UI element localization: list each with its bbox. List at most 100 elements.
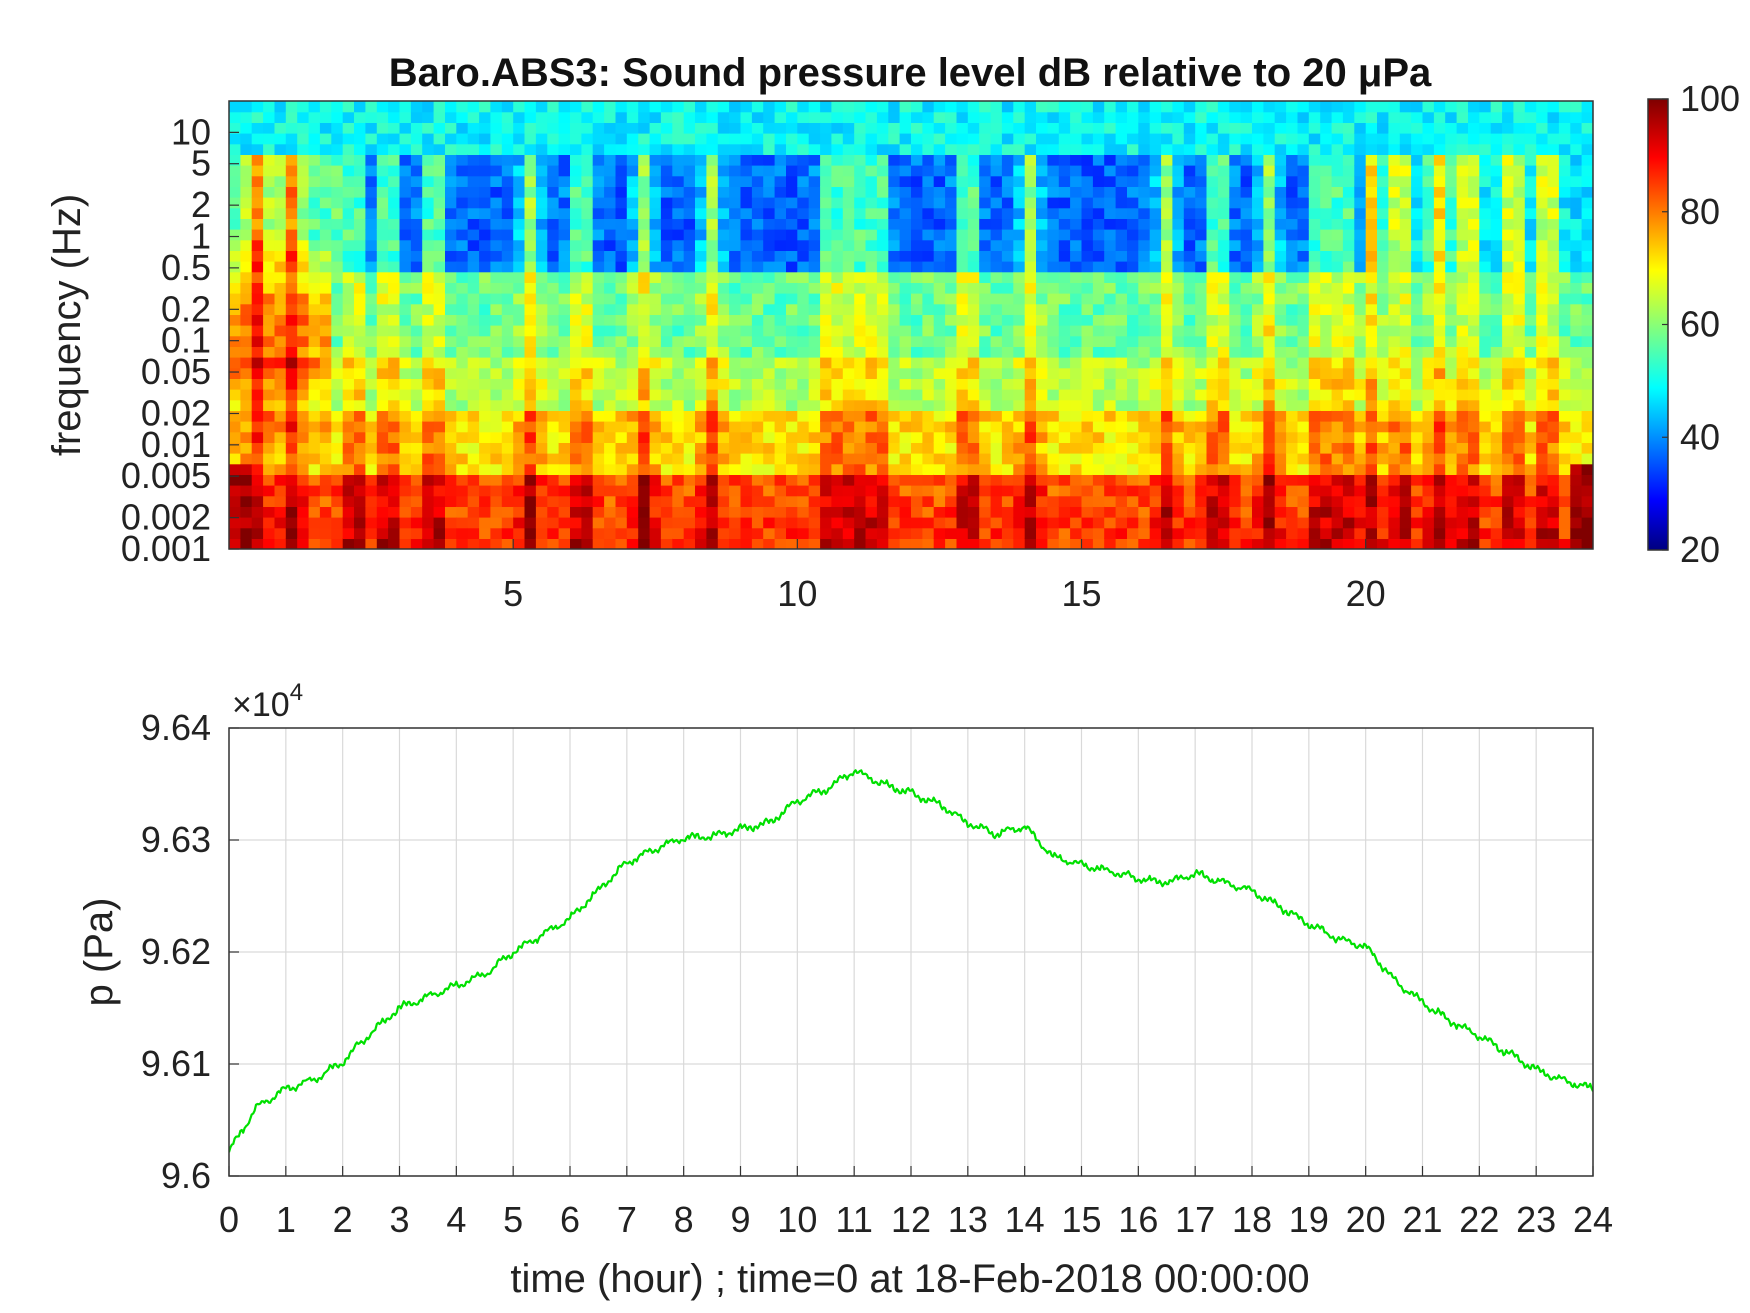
heatmap-cell [1297, 346, 1310, 358]
heatmap-cell [695, 431, 707, 443]
heatmap-cell [501, 218, 514, 230]
heatmap-cell [1047, 367, 1060, 379]
heatmap-cell [308, 250, 321, 262]
heatmap-cell [263, 303, 276, 315]
heatmap-cell [308, 303, 321, 315]
heatmap-cell [365, 218, 378, 230]
heatmap-cell [683, 335, 696, 347]
heatmap-cell [1138, 314, 1151, 326]
heatmap-cell [1149, 410, 1162, 422]
heatmap-cell [501, 485, 514, 497]
heatmap-cell [274, 218, 287, 230]
heatmap-cell [285, 357, 298, 369]
heatmap-cell [570, 175, 582, 187]
heatmap-cell [763, 442, 776, 454]
heatmap-cell [1479, 431, 1492, 443]
heatmap-cell [626, 538, 639, 549]
heatmap-cell [1331, 261, 1344, 273]
heatmap-cell [285, 101, 298, 113]
heatmap-cell [1058, 431, 1071, 443]
heatmap-cell [274, 282, 287, 294]
heatmap-cell [1342, 399, 1355, 411]
heatmap-cell [1422, 101, 1435, 113]
heatmap-cell [1388, 133, 1401, 145]
heatmap-cell [456, 335, 469, 347]
heatmap-cell [388, 421, 401, 433]
heatmap-cell [1013, 303, 1026, 315]
heatmap-cell [1138, 367, 1151, 379]
heatmap-cell [1161, 207, 1174, 219]
heatmap-cell [740, 378, 753, 390]
heatmap-cell [922, 239, 935, 251]
heatmap-cell [1479, 133, 1492, 145]
heatmap-cell [1081, 239, 1094, 251]
heatmap-cell [285, 346, 298, 358]
heatmap-cell [808, 261, 821, 273]
heatmap-cell [967, 527, 980, 539]
heatmap-cell [513, 218, 526, 230]
heatmap-cell [581, 367, 594, 379]
heatmap-cell [1286, 463, 1299, 475]
heatmap-cell [456, 389, 469, 401]
heatmap-cell [1274, 133, 1287, 145]
heatmap-cell [1422, 165, 1435, 177]
heatmap-cell [1206, 325, 1219, 337]
heatmap-cell [570, 122, 582, 134]
heatmap-cell [547, 474, 560, 486]
heatmap-cell [331, 186, 344, 198]
heatmap-cell [751, 453, 764, 465]
heatmap-cell [820, 325, 833, 337]
heatmap-cell [1524, 282, 1537, 294]
heatmap-cell [1036, 175, 1048, 187]
heatmap-cell [638, 378, 651, 390]
heatmap-cell [1070, 442, 1083, 454]
heatmap-cell [797, 399, 810, 411]
heatmap-cell [876, 325, 889, 337]
heatmap-cell [1468, 143, 1480, 155]
heatmap-cell [1433, 239, 1446, 251]
heatmap-cell [1274, 186, 1287, 198]
heatmap-cell [1206, 239, 1219, 251]
heatmap-cell [683, 325, 696, 337]
heatmap-cell [808, 229, 821, 241]
heatmap-cell [1399, 314, 1412, 326]
heatmap-cell [1433, 367, 1446, 379]
heatmap-cell [1388, 442, 1401, 454]
heatmap-cell [706, 261, 719, 273]
heatmap-cell [1217, 325, 1230, 337]
heatmap-cell [1502, 175, 1515, 187]
heatmap-cell [354, 186, 366, 198]
heatmap-cell [229, 250, 241, 262]
heatmap-cell [547, 378, 560, 390]
heatmap-cell [626, 229, 639, 241]
heatmap-cell [1297, 207, 1310, 219]
heatmap-cell [1274, 314, 1287, 326]
heatmap-cell [865, 133, 878, 145]
heatmap-cell [1320, 463, 1333, 475]
heatmap-cell [433, 517, 446, 529]
heatmap-cell [865, 410, 878, 422]
heatmap-cell [967, 485, 980, 497]
heatmap-cell [1092, 421, 1105, 433]
heatmap-cell [1172, 175, 1185, 187]
heatmap-cell [1297, 378, 1310, 390]
heatmap-cell [649, 143, 662, 155]
heatmap-cell [933, 517, 946, 529]
heatmap-cell [1479, 239, 1492, 251]
heatmap-cell [410, 165, 423, 177]
heatmap-cell [842, 239, 855, 251]
heatmap-cell [831, 378, 844, 390]
heatmap-cell [717, 154, 730, 166]
heatmap-cell [1070, 357, 1083, 369]
heatmap-cell [1399, 111, 1412, 123]
heatmap-cell [479, 218, 492, 230]
heatmap-cell [649, 431, 662, 443]
heatmap-cell [1377, 378, 1389, 390]
heatmap-cell [1229, 122, 1242, 134]
heatmap-cell [490, 197, 503, 209]
heatmap-cell [763, 154, 776, 166]
heatmap-cell [967, 538, 980, 549]
heatmap-cell [1024, 367, 1037, 379]
heatmap-cell [240, 133, 253, 145]
heatmap-cell [695, 111, 707, 123]
